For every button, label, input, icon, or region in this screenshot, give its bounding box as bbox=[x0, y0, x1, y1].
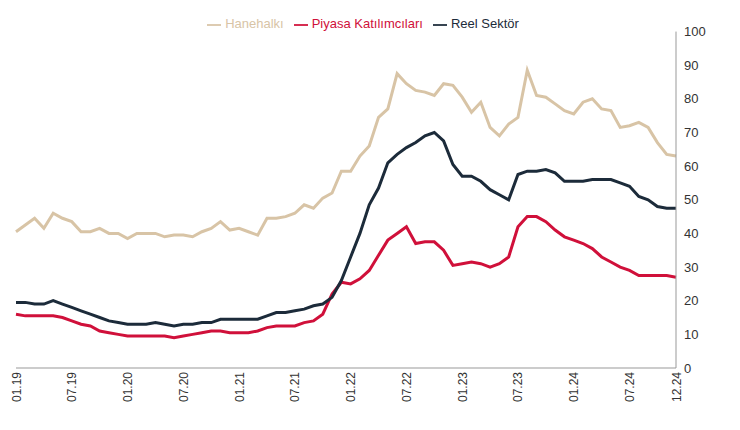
svg-text:01.21: 01.21 bbox=[233, 372, 247, 402]
svg-text:60: 60 bbox=[684, 159, 698, 174]
svg-text:01.22: 01.22 bbox=[344, 372, 358, 402]
svg-text:12.24: 12.24 bbox=[670, 372, 684, 402]
svg-text:0: 0 bbox=[684, 361, 691, 376]
svg-text:40: 40 bbox=[684, 226, 698, 241]
svg-text:07.21: 07.21 bbox=[288, 372, 302, 402]
html-text:Hanehalkı: Hanehalkı bbox=[225, 16, 284, 31]
svg-text:07.19: 07.19 bbox=[65, 372, 79, 402]
svg-text:01.20: 01.20 bbox=[121, 372, 135, 402]
svg-text:01.23: 01.23 bbox=[456, 372, 470, 402]
svg-text:80: 80 bbox=[684, 91, 698, 106]
svg-text:01.19: 01.19 bbox=[10, 372, 24, 402]
svg-text:07.22: 07.22 bbox=[400, 372, 414, 402]
svg-text:50: 50 bbox=[684, 192, 698, 207]
svg-text:20: 20 bbox=[684, 293, 698, 308]
svg-text:10: 10 bbox=[684, 327, 698, 342]
svg-text:30: 30 bbox=[684, 260, 698, 275]
svg-text:07.24: 07.24 bbox=[623, 372, 637, 402]
svg-text:07.23: 07.23 bbox=[511, 372, 525, 402]
html-text:Reel Sektör: Reel Sektör bbox=[450, 16, 519, 31]
svg-text:70: 70 bbox=[684, 125, 698, 140]
svg-text:01.24: 01.24 bbox=[567, 372, 581, 402]
html-text:Piyasa Katılımcıları: Piyasa Katılımcıları bbox=[311, 16, 423, 31]
svg-text:100: 100 bbox=[684, 24, 706, 39]
svg-text:07.20: 07.20 bbox=[177, 372, 191, 402]
svg-text:90: 90 bbox=[684, 58, 698, 73]
